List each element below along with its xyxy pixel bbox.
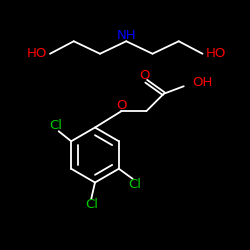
Text: O: O	[116, 99, 126, 112]
Text: HO: HO	[26, 47, 47, 60]
Text: HO: HO	[206, 47, 226, 60]
Text: OH: OH	[192, 76, 213, 89]
Text: Cl: Cl	[50, 119, 63, 132]
Text: Cl: Cl	[85, 198, 98, 211]
Text: Cl: Cl	[128, 178, 141, 191]
Text: O: O	[140, 69, 150, 82]
Text: NH: NH	[116, 29, 136, 42]
